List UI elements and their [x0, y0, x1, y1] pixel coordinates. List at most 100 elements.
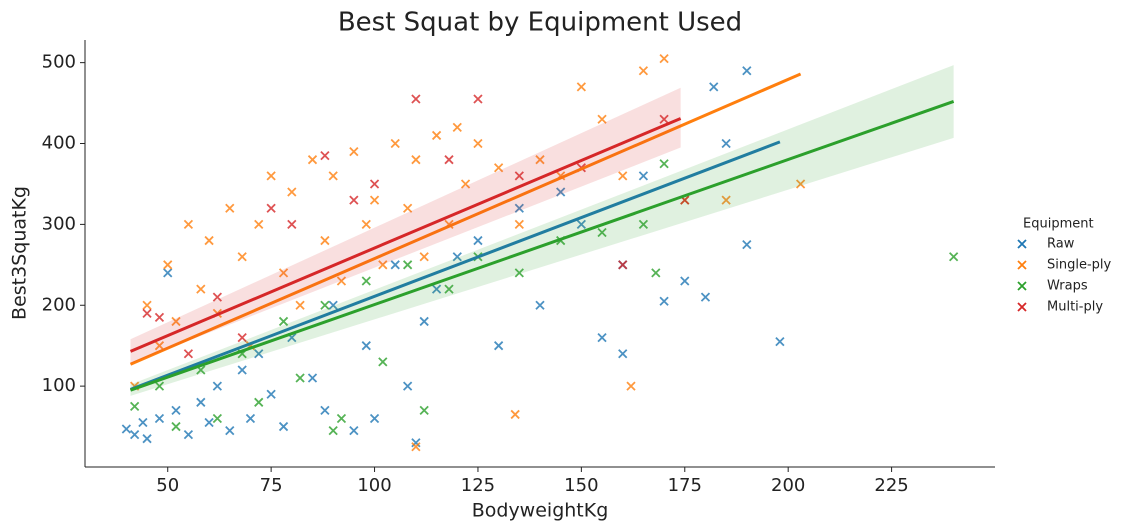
scatter-point	[287, 219, 297, 230]
scatter-point	[307, 155, 318, 165]
scatter-point	[618, 349, 628, 359]
y-axis-label: Best3SquatKg	[9, 186, 31, 320]
legend-marker	[1017, 239, 1027, 249]
scatter-point	[142, 308, 152, 318]
scatter-point	[419, 316, 429, 327]
scatter-point	[183, 219, 194, 230]
legend-marker	[1017, 281, 1027, 291]
scatter-point	[411, 442, 421, 452]
scatter-point	[320, 300, 330, 310]
scatter-point	[154, 341, 165, 351]
scatter-point	[183, 349, 194, 359]
scatter-point	[307, 373, 318, 383]
scatter-point	[212, 381, 223, 391]
scatter-point	[618, 171, 628, 181]
scatter-point	[336, 276, 347, 286]
scatter-point	[473, 94, 483, 104]
scatter-point	[129, 401, 140, 411]
scatter-point	[742, 66, 752, 76]
scatter-point	[212, 292, 223, 302]
scatter-point	[452, 252, 462, 262]
scatter-point	[361, 276, 371, 286]
scatter-point	[295, 300, 305, 310]
x-tick-label: 175	[668, 475, 702, 496]
scatter-point	[775, 337, 785, 347]
scatter-point	[638, 66, 649, 76]
scatter-point	[510, 409, 520, 420]
scatter-point	[659, 114, 669, 124]
scatter-point	[402, 203, 413, 213]
scatter-point	[254, 219, 264, 230]
scatter-point	[378, 357, 388, 367]
scatter-point	[154, 413, 165, 424]
scatter-point	[795, 179, 806, 189]
scatter-point	[266, 389, 276, 399]
legend-marker	[1017, 302, 1027, 312]
scatter-point	[597, 332, 607, 343]
scatter-point	[680, 276, 690, 286]
scatter-point	[402, 381, 413, 391]
legend-title: Equipment	[1023, 217, 1094, 232]
scatter-point	[431, 284, 442, 294]
x-tick-label: 75	[260, 475, 283, 496]
scatter-point	[196, 397, 206, 407]
trend-line	[129, 72, 802, 366]
scatter-point	[597, 227, 607, 238]
scatter-point	[254, 397, 264, 407]
trend-line	[129, 117, 682, 353]
scatter-point	[320, 405, 330, 416]
scatter-point	[171, 421, 181, 432]
scatter-point	[638, 171, 649, 181]
scatter-point	[369, 195, 380, 205]
scatter-point	[349, 425, 359, 436]
scatter-point	[336, 413, 347, 424]
scatter-point	[618, 260, 628, 270]
x-tick-label: 150	[564, 475, 598, 496]
scatter-point	[452, 122, 462, 132]
trend-line	[130, 100, 955, 392]
scatter-point	[626, 381, 636, 391]
scatter-point	[142, 300, 152, 310]
scatter-point	[444, 284, 454, 294]
scatter-point	[419, 405, 429, 416]
scatter-point	[154, 312, 165, 323]
confidence-band	[130, 65, 954, 396]
scatter-point	[320, 235, 330, 246]
scatter-point	[245, 413, 256, 424]
x-tick-label: 50	[156, 475, 179, 496]
scatter-point	[514, 219, 524, 230]
scatter-point	[651, 268, 661, 278]
scatter-point	[320, 151, 330, 161]
scatter-point	[295, 373, 305, 383]
scatter-point	[402, 260, 413, 270]
scatter-point	[204, 235, 214, 246]
scatter-point	[556, 187, 566, 197]
scatter-point	[742, 239, 752, 250]
scatter-point	[212, 413, 223, 424]
scatter-point	[121, 424, 132, 434]
scatter-point	[266, 203, 276, 213]
legend-label: Raw	[1047, 237, 1075, 252]
scatter-point	[659, 159, 669, 169]
scatter-point	[254, 349, 264, 359]
scatter-point	[237, 365, 247, 375]
scatter-point	[514, 268, 524, 278]
scatter-point	[597, 114, 607, 124]
legend-marker	[1017, 260, 1027, 270]
scatter-point	[129, 430, 140, 440]
scatter-point	[493, 163, 504, 173]
scatter-point	[721, 138, 731, 149]
x-tick-label: 100	[357, 475, 391, 496]
scatter-point	[204, 417, 214, 428]
x-tick-label: 125	[461, 475, 495, 496]
trend-line	[129, 140, 781, 391]
x-tick-label: 225	[874, 475, 908, 496]
scatter-point	[419, 252, 429, 262]
scatter-point	[473, 138, 483, 149]
scatter-point	[278, 316, 289, 327]
y-tick-label: 100	[42, 375, 76, 396]
scatter-point	[225, 425, 235, 436]
y-tick-label: 500	[42, 52, 76, 73]
scatter-point	[369, 179, 380, 189]
